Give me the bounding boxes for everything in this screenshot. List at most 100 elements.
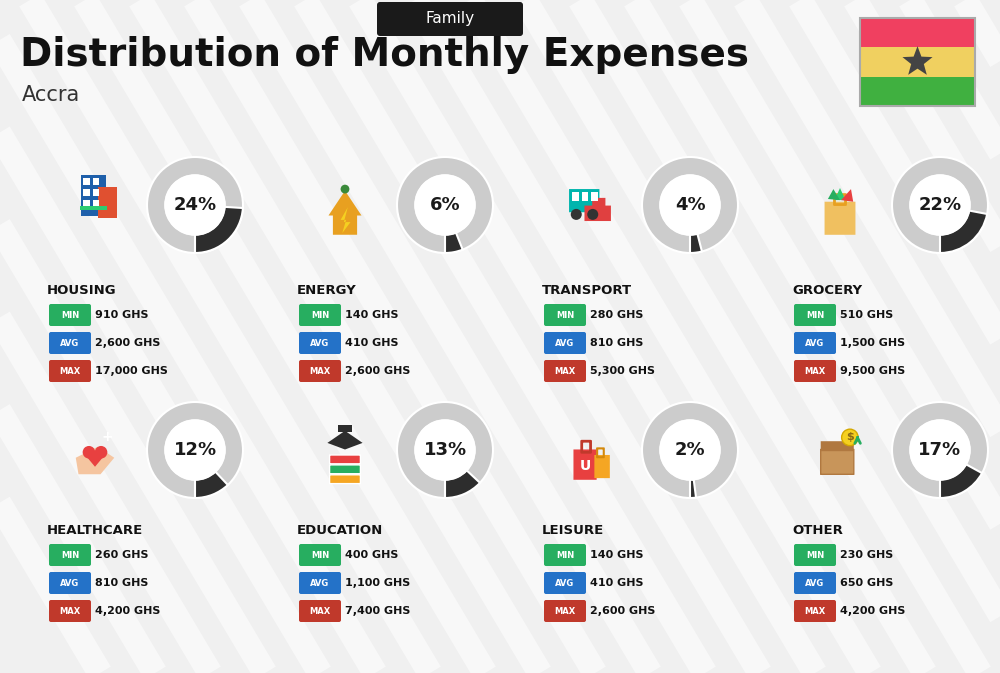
Circle shape	[910, 175, 970, 235]
Wedge shape	[940, 211, 987, 253]
FancyBboxPatch shape	[573, 450, 597, 480]
FancyBboxPatch shape	[49, 572, 91, 594]
Bar	[860, 77, 975, 106]
Bar	[582, 192, 588, 201]
Circle shape	[660, 420, 720, 480]
FancyBboxPatch shape	[49, 304, 91, 326]
Circle shape	[95, 446, 107, 458]
Text: OTHER: OTHER	[792, 524, 843, 536]
Text: EDUCATION: EDUCATION	[297, 524, 383, 536]
Circle shape	[571, 209, 582, 220]
Polygon shape	[83, 452, 107, 467]
Bar	[81, 175, 106, 216]
Text: GROCERY: GROCERY	[792, 283, 862, 297]
Circle shape	[165, 420, 225, 480]
Wedge shape	[940, 464, 982, 498]
Text: MIN: MIN	[806, 551, 824, 559]
Circle shape	[165, 175, 225, 235]
Text: AVG: AVG	[805, 579, 825, 588]
Text: +: +	[101, 430, 113, 444]
FancyBboxPatch shape	[592, 198, 605, 208]
Text: MIN: MIN	[806, 310, 824, 320]
Text: 510 GHS: 510 GHS	[840, 310, 893, 320]
Text: 810 GHS: 810 GHS	[590, 338, 643, 348]
Text: 4%: 4%	[675, 196, 705, 214]
Text: $: $	[846, 432, 854, 442]
FancyBboxPatch shape	[330, 455, 360, 464]
Text: 9,500 GHS: 9,500 GHS	[840, 366, 905, 376]
Text: 13%: 13%	[423, 441, 467, 459]
Text: MIN: MIN	[311, 551, 329, 559]
Bar	[338, 425, 352, 432]
Text: MIN: MIN	[311, 310, 329, 320]
Text: Family: Family	[425, 11, 475, 26]
Text: LEISURE: LEISURE	[542, 524, 604, 536]
Polygon shape	[327, 431, 363, 450]
FancyBboxPatch shape	[794, 544, 836, 566]
Polygon shape	[341, 207, 351, 233]
FancyBboxPatch shape	[330, 465, 360, 474]
FancyBboxPatch shape	[544, 304, 586, 326]
Text: 24%: 24%	[173, 196, 217, 214]
Text: 2,600 GHS: 2,600 GHS	[590, 606, 655, 616]
Text: 410 GHS: 410 GHS	[345, 338, 398, 348]
FancyBboxPatch shape	[794, 360, 836, 382]
Text: MAX: MAX	[59, 367, 81, 376]
Text: Accra: Accra	[22, 85, 80, 105]
FancyBboxPatch shape	[794, 332, 836, 354]
Wedge shape	[147, 402, 243, 498]
Text: AVG: AVG	[310, 579, 330, 588]
Text: 17,000 GHS: 17,000 GHS	[95, 366, 168, 376]
FancyBboxPatch shape	[794, 304, 836, 326]
Text: 230 GHS: 230 GHS	[840, 550, 893, 560]
FancyBboxPatch shape	[825, 202, 855, 235]
Wedge shape	[445, 470, 480, 498]
FancyBboxPatch shape	[821, 441, 854, 451]
Bar	[83, 189, 90, 196]
FancyBboxPatch shape	[544, 360, 586, 382]
Text: HOUSING: HOUSING	[47, 283, 117, 297]
Text: MAX: MAX	[804, 367, 826, 376]
Text: 7,400 GHS: 7,400 GHS	[345, 606, 410, 616]
Text: ENERGY: ENERGY	[297, 283, 357, 297]
Bar	[98, 187, 117, 217]
FancyBboxPatch shape	[299, 600, 341, 622]
FancyBboxPatch shape	[544, 332, 586, 354]
Bar	[93, 200, 99, 207]
Text: MIN: MIN	[61, 551, 79, 559]
Circle shape	[415, 420, 475, 480]
FancyBboxPatch shape	[794, 600, 836, 622]
Polygon shape	[328, 190, 362, 235]
Text: MAX: MAX	[59, 606, 81, 616]
Text: MAX: MAX	[554, 606, 576, 616]
Wedge shape	[195, 207, 243, 253]
Text: MAX: MAX	[309, 606, 331, 616]
Text: AVG: AVG	[555, 579, 575, 588]
Text: 6%: 6%	[430, 196, 460, 214]
Circle shape	[587, 209, 598, 220]
Text: 140 GHS: 140 GHS	[345, 310, 398, 320]
Wedge shape	[690, 234, 702, 253]
Text: 2,600 GHS: 2,600 GHS	[95, 338, 160, 348]
Wedge shape	[445, 233, 463, 253]
FancyBboxPatch shape	[377, 2, 523, 36]
Wedge shape	[892, 402, 988, 498]
Text: MAX: MAX	[309, 367, 331, 376]
FancyBboxPatch shape	[544, 572, 586, 594]
Text: MIN: MIN	[556, 551, 574, 559]
FancyBboxPatch shape	[544, 600, 586, 622]
Polygon shape	[76, 447, 114, 474]
Text: MIN: MIN	[61, 310, 79, 320]
Bar	[83, 178, 90, 185]
Polygon shape	[902, 46, 933, 75]
Bar	[860, 18, 975, 47]
Bar	[860, 47, 975, 77]
Wedge shape	[147, 157, 243, 253]
Circle shape	[660, 175, 720, 235]
Wedge shape	[892, 157, 988, 253]
Text: 2,600 GHS: 2,600 GHS	[345, 366, 410, 376]
Bar	[80, 206, 107, 210]
Wedge shape	[397, 402, 493, 498]
Text: MAX: MAX	[804, 606, 826, 616]
Wedge shape	[642, 402, 738, 498]
